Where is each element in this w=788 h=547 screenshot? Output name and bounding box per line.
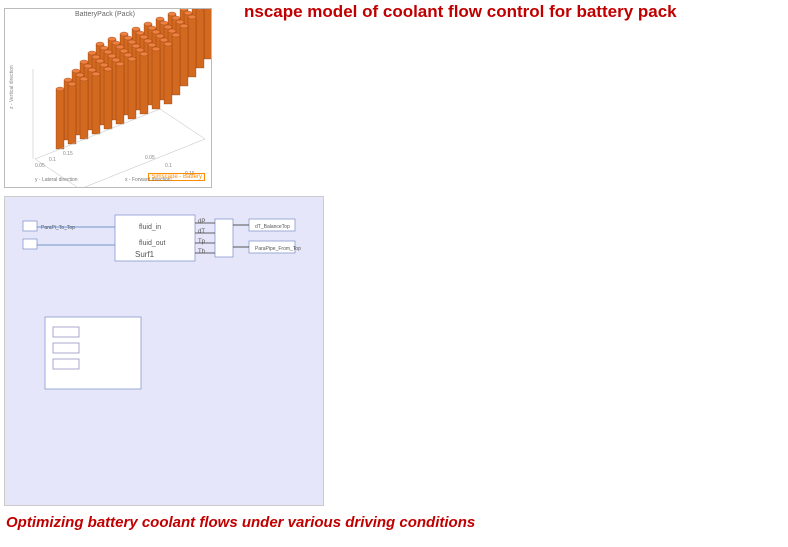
page-title: nscape model of coolant flow control for… [244,2,677,22]
svg-text:ParaPipe_From_Top: ParaPipe_From_Top [255,246,301,252]
svg-text:z - Vertical direction: z - Vertical direction [9,65,15,109]
svg-text:0.1: 0.1 [49,157,56,163]
bottom-caption: Optimizing battery coolant flows under v… [6,514,475,531]
battery-axis-x: x - Forward direction [125,177,171,183]
svg-text:dT: dT [198,229,205,235]
svg-text:dT_BalanceTop: dT_BalanceTop [255,224,290,230]
svg-text:0.05: 0.05 [145,155,155,161]
battery-axis-y: y - Lateral direction [35,177,78,183]
svg-text:0.1: 0.1 [165,163,172,169]
svg-text:Th: Th [198,249,205,255]
svg-text:fluid_in: fluid_in [139,224,161,231]
chart-panel [338,255,782,510]
svg-text:ParaPi_To_Top: ParaPi_To_Top [41,225,75,231]
battery-3d-panel: BatteryPack (Pack) 0.050.10.150.050.10.1… [4,8,212,188]
svg-text:0.05: 0.05 [35,163,45,169]
svg-text:0.15: 0.15 [63,151,73,157]
simulink-svg [300,30,788,260]
svg-text:Tp: Tp [198,239,206,245]
svg-text:Surf1: Surf1 [135,250,155,259]
thermal-svg: Surf1 fluid_out fluid_in dP dT Tp Th dT_Balance… [5,197,323,505]
battery-3d-svg: 0.050.10.150.050.10.15z - Vertical direc… [5,9,211,187]
svg-text:dP: dP [198,219,205,225]
svg-text:fluid_out: fluid_out [139,240,166,247]
thermal-panel: Surf1 fluid_out fluid_in dP dT Tp Th dT_Balance… [4,196,324,506]
chart-svg [338,255,782,510]
